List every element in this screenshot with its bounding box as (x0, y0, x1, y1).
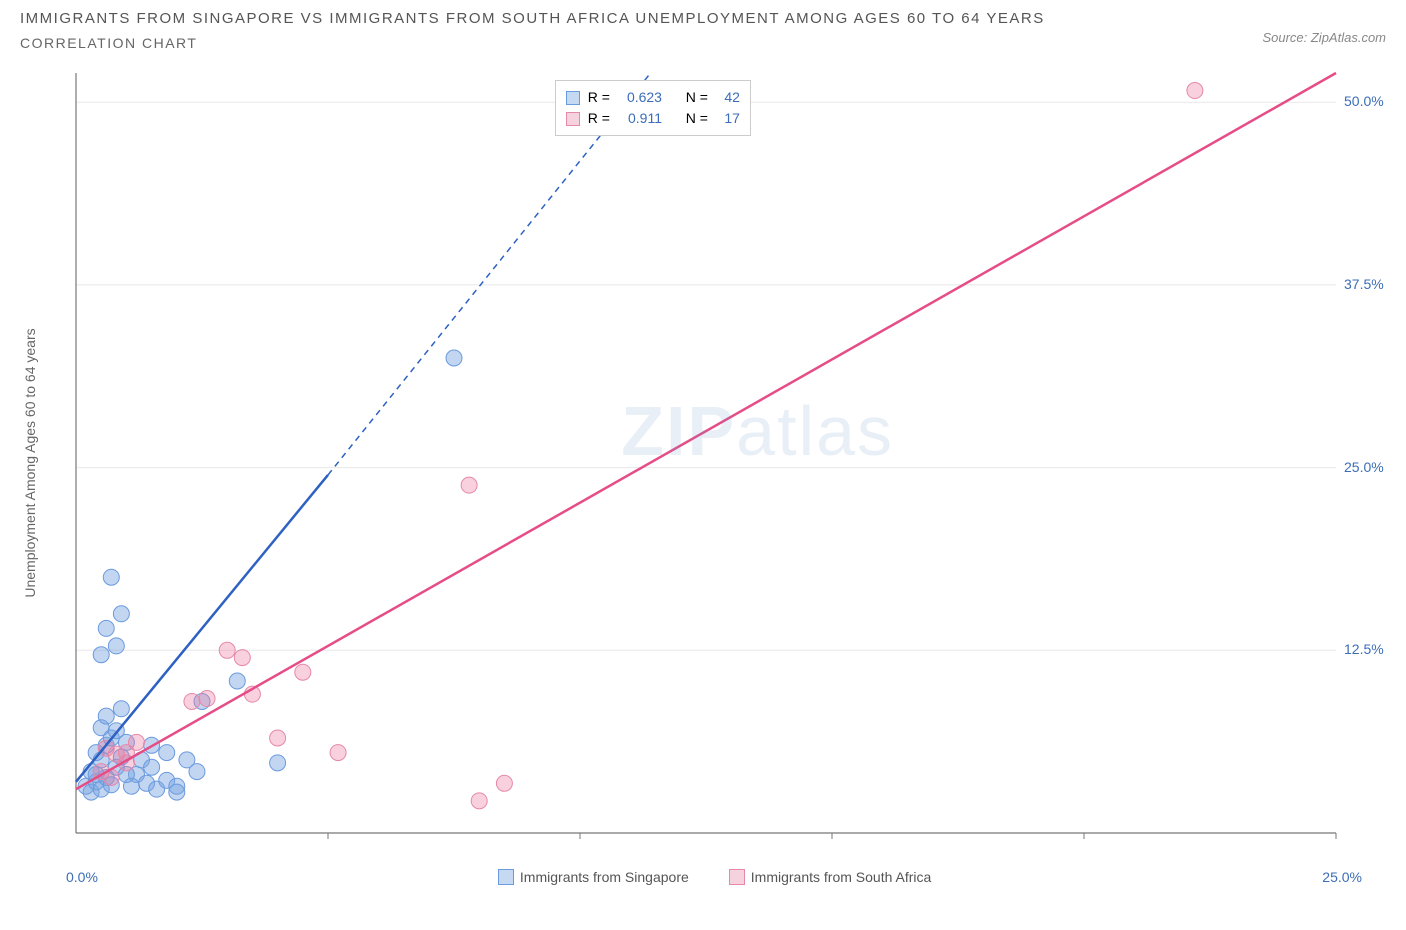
y-axis-label: Unemployment Among Ages 60 to 64 years (22, 328, 38, 597)
correlation-info-box: R = 0.623 N = 42 R = 0.911 N = 17 (555, 80, 751, 136)
info-row: R = 0.623 N = 42 (566, 87, 740, 108)
x-end-label: 25.0% (1322, 869, 1362, 885)
source-label: Source: ZipAtlas.com (1262, 30, 1386, 45)
info-r-label: R = (588, 108, 610, 129)
legend-label-south-africa: Immigrants from South Africa (751, 869, 932, 885)
legend-item-singapore: Immigrants from Singapore (498, 869, 689, 885)
y-tick-label: 50.0% (1344, 93, 1384, 109)
info-swatch (566, 112, 580, 126)
info-r-value: 0.911 (618, 108, 662, 129)
chart-header: IMMIGRANTS FROM SINGAPORE VS IMMIGRANTS … (20, 10, 1386, 51)
y-tick-label: 37.5% (1344, 276, 1384, 292)
y-tick-label: 25.0% (1344, 459, 1384, 475)
legend-label-singapore: Immigrants from Singapore (520, 869, 689, 885)
info-n-value: 17 (716, 108, 740, 129)
info-r-value: 0.623 (618, 87, 662, 108)
legend-swatch-south-africa (729, 869, 745, 885)
chart-subtitle: CORRELATION CHART (20, 35, 1045, 51)
x-legend-row: 0.0% Immigrants from Singapore Immigrant… (20, 869, 1386, 885)
scatter-chart (20, 63, 1360, 863)
chart-container: Unemployment Among Ages 60 to 64 years Z… (20, 63, 1386, 863)
y-tick-label: 12.5% (1344, 641, 1384, 657)
title-block: IMMIGRANTS FROM SINGAPORE VS IMMIGRANTS … (20, 10, 1045, 51)
info-n-label: N = (686, 87, 708, 108)
x-origin-label: 0.0% (66, 869, 98, 885)
info-n-value: 42 (716, 87, 740, 108)
chart-title: IMMIGRANTS FROM SINGAPORE VS IMMIGRANTS … (20, 10, 1045, 27)
legend-swatch-singapore (498, 869, 514, 885)
info-r-label: R = (588, 87, 610, 108)
legend-item-south-africa: Immigrants from South Africa (729, 869, 932, 885)
info-n-label: N = (686, 108, 708, 129)
info-swatch (566, 91, 580, 105)
info-row: R = 0.911 N = 17 (566, 108, 740, 129)
